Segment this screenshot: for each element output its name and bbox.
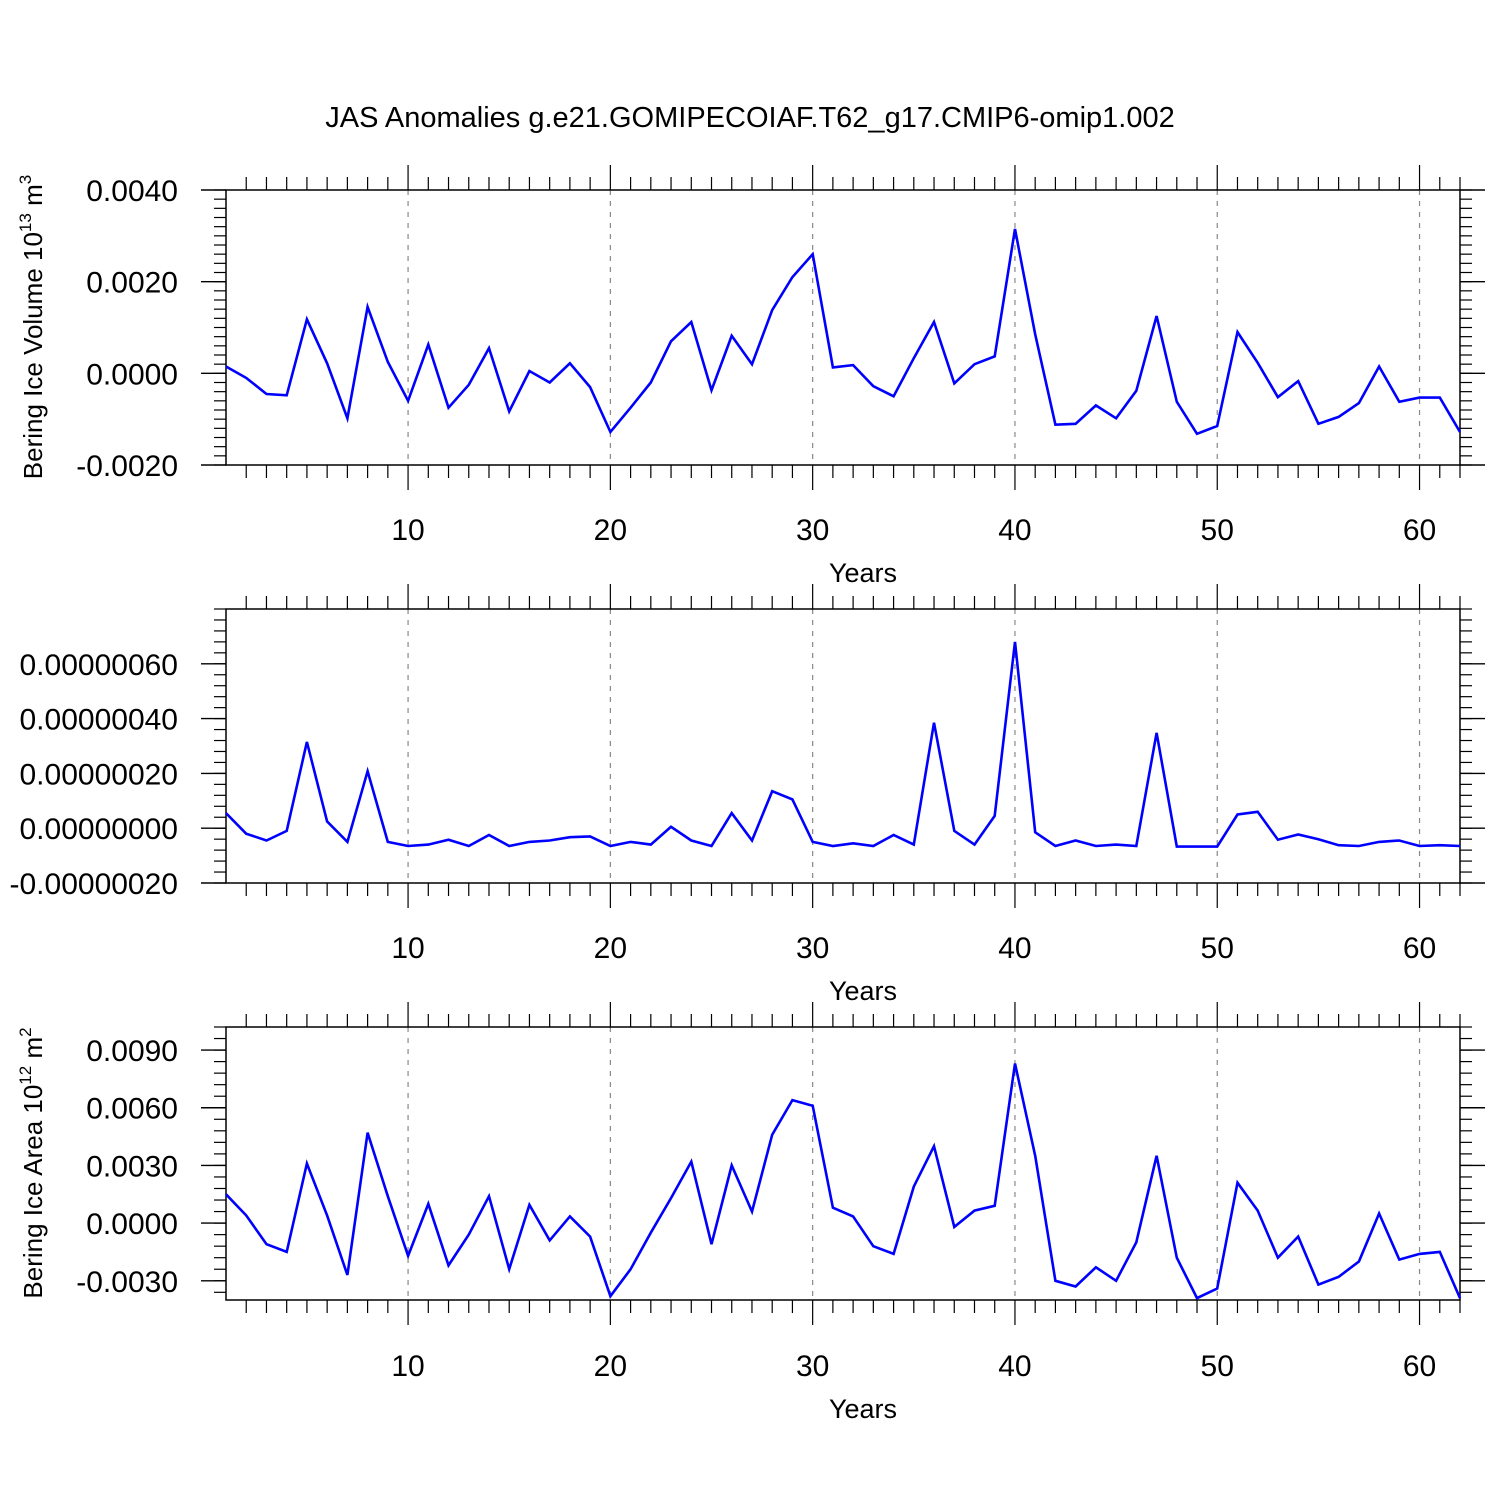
x-tick-label: 10	[391, 514, 424, 547]
y-tick-label: 0.0030	[86, 1150, 178, 1183]
x-tick-label: 50	[1201, 1350, 1234, 1383]
y-tick-label: 0.0040	[86, 175, 178, 208]
x-tick-label: 10	[391, 1350, 424, 1383]
x-tick-label: 50	[1201, 932, 1234, 965]
y-tick-label: -0.00000020	[10, 868, 179, 901]
x-axis-label: Years	[829, 558, 897, 588]
figure-title: JAS Anomalies g.e21.GOMIPECOIAF.T62_g17.…	[325, 102, 1174, 134]
y-tick-label: 0.00000000	[20, 813, 179, 846]
panel-bering-ice-area: -0.0030 0.0000 0.0030 0.0060 0.0090 10 20 30 40 5…	[16, 1002, 1485, 1424]
x-axis-label: Years	[829, 1394, 897, 1424]
data-series-line	[225, 1063, 1462, 1300]
y-tick-label: 0.0000	[86, 1208, 178, 1241]
y-tick-label: 0.0020	[86, 267, 178, 300]
x-tick-label: 60	[1403, 1350, 1436, 1383]
plot-frame	[225, 1026, 1461, 1301]
data-series-line	[225, 228, 1462, 436]
x-tick-label: 30	[796, 514, 829, 547]
y-tick-label: 0.0090	[86, 1035, 178, 1068]
y-tick-label: 0.00000040	[20, 704, 179, 737]
y-tick-label: 0.00000020	[20, 758, 179, 791]
x-tick-label: 60	[1403, 932, 1436, 965]
y-tick-label: 0.0060	[86, 1093, 178, 1126]
x-tick-label: 30	[796, 932, 829, 965]
panel-2: -0.00000020 0.00000000 0.00000020 0.0000004…	[10, 584, 1485, 1006]
x-axis-label: Years	[829, 976, 897, 1006]
x-tick-label: 40	[998, 514, 1031, 547]
y-axis-label: Bering Ice Area 1012 m2	[16, 1027, 48, 1298]
y-tick-label: 0.00000060	[20, 649, 179, 682]
y-tick-label: -0.0020	[76, 450, 178, 483]
x-tick-label: 20	[594, 1350, 627, 1383]
y-tick-label: 0.0000	[86, 358, 178, 391]
x-tick-label: 40	[998, 1350, 1031, 1383]
x-tick-label: 60	[1403, 514, 1436, 547]
y-axis-label: Bering Ice Volume 1013 m3	[16, 175, 48, 479]
x-tick-label: 20	[594, 514, 627, 547]
x-tick-label: 20	[594, 932, 627, 965]
x-tick-label: 10	[391, 932, 424, 965]
plot-frame	[225, 608, 1461, 884]
y-tick-label: -0.0030	[76, 1266, 178, 1299]
x-tick-label: 40	[998, 932, 1031, 965]
x-tick-label: 30	[796, 1350, 829, 1383]
panel-bering-ice-volume: -0.0020 0.0000 0.0020 0.0040 10 20 30 40 50 60 Yea…	[16, 165, 1485, 588]
data-series-line	[225, 641, 1461, 848]
plot-frame	[225, 189, 1461, 466]
x-tick-label: 50	[1201, 514, 1234, 547]
